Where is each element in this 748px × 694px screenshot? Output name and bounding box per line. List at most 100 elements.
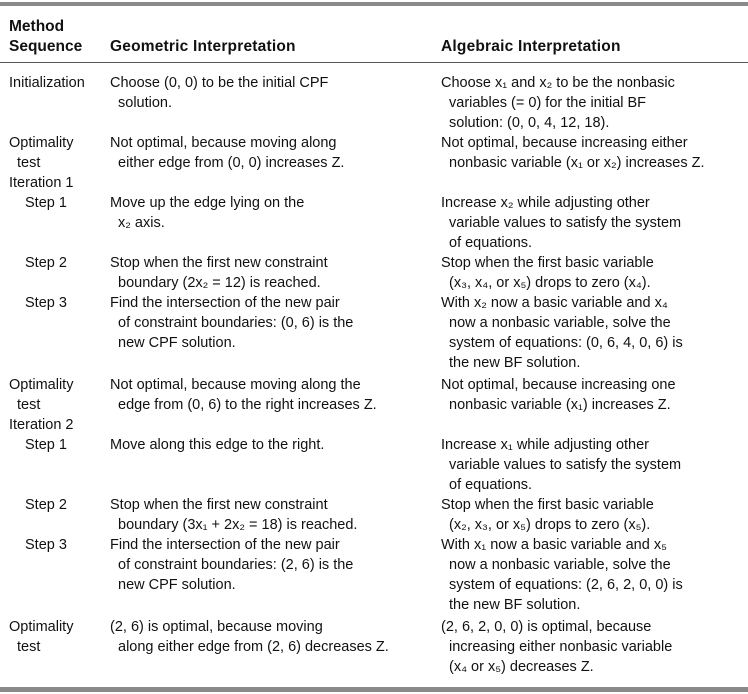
geometric-cell: Find the intersection of the new pair of …	[110, 535, 353, 595]
top-rule	[0, 2, 748, 6]
algebraic-text-line: (x₂, x₃, or x₅) drops to zero (x₅).	[449, 517, 651, 533]
algebraic-text-line: the new BF solution.	[449, 597, 581, 613]
algebraic-text-line: (2, 6, 2, 0, 0) is optimal, because	[441, 619, 652, 635]
geometric-cell: Move along this edge to the right.	[110, 435, 324, 455]
algebraic-cell: Increase x₂ while adjusting other variabl…	[441, 193, 681, 253]
method-cell: Iteration 2	[9, 415, 74, 435]
method-cell: Step 3	[9, 535, 67, 555]
geometric-text-line: boundary (3x₁ + 2x₂ = 18) is reached.	[118, 517, 358, 533]
method-text-line: Step 2	[25, 255, 67, 271]
algebraic-text-line: nonbasic variable (x₁ or x₂) increases Z…	[449, 155, 705, 171]
algebraic-text-line: the new BF solution.	[449, 355, 581, 371]
method-text-line: test	[17, 155, 41, 171]
geometric-text-line: Find the intersection of the new pair	[110, 537, 340, 553]
geometric-text-line: of constraint boundaries: (0, 6) is the	[118, 315, 354, 331]
geometric-header: Geometric Interpretation	[110, 38, 296, 55]
algebraic-cell: Increase x₁ while adjusting other variabl…	[441, 435, 681, 495]
algebraic-text-line: variable values to satisfy the system	[449, 457, 682, 473]
method-text-line: Iteration 1	[9, 175, 74, 191]
method-text-line: Initialization	[9, 75, 85, 91]
geometric-text-line: solution.	[118, 95, 173, 111]
algebraic-text-line: With x₂ now a basic variable and x₄	[441, 295, 668, 311]
method-cell: Optimality test	[9, 375, 73, 415]
algebraic-text-line: Increase x₂ while adjusting other	[441, 195, 650, 211]
method-text-line: Iteration 2	[9, 417, 74, 433]
algebraic-cell: Not optimal, because increasing one nonba…	[441, 375, 676, 415]
algebraic-text-line: increasing either nonbasic variable	[449, 639, 673, 655]
algebraic-text-line: of equations.	[449, 235, 533, 251]
algebraic-text-line: now a nonbasic variable, solve the	[449, 557, 671, 573]
algebraic-header: Algebraic Interpretation	[441, 38, 621, 55]
geometric-text-line: Choose (0, 0) to be the initial CPF	[110, 75, 329, 91]
method-text-line: test	[17, 639, 41, 655]
method-header-line2: Sequence	[9, 38, 83, 55]
method-text-line: test	[17, 397, 41, 413]
algebraic-cell: Stop when the first basic variable (x₃, x…	[441, 253, 654, 293]
geometric-text-line: (2, 6) is optimal, because moving	[110, 619, 323, 635]
method-cell: Step 1	[9, 193, 67, 213]
geometric-text-line: new CPF solution.	[118, 335, 236, 351]
method-cell: Iteration 1	[9, 173, 74, 193]
algebraic-cell: Not optimal, because increasing either no…	[441, 133, 705, 173]
method-header-line1: Method	[9, 18, 65, 35]
method-cell: Step 1	[9, 435, 67, 455]
geometric-cell: Find the intersection of the new pair of …	[110, 293, 353, 353]
algebraic-text-line: Not optimal, because increasing either	[441, 135, 688, 151]
method-cell: Optimality test	[9, 133, 73, 173]
geometric-cell: Stop when the first new constraint bounda…	[110, 495, 357, 535]
geometric-text-line: of constraint boundaries: (2, 6) is the	[118, 557, 354, 573]
bottom-rule	[0, 687, 748, 692]
algebraic-text-line: system of equations: (2, 6, 2, 0, 0) is	[449, 577, 683, 593]
method-cell: Optimality test	[9, 617, 73, 657]
geometric-text-line: Move along this edge to the right.	[110, 437, 325, 453]
geometric-cell: Move up the edge lying on the x₂ axis.	[110, 193, 304, 233]
geometric-text-line: boundary (2x₂ = 12) is reached.	[118, 275, 321, 291]
geometric-cell: Choose (0, 0) to be the initial CPF solut…	[110, 73, 328, 113]
method-text-line: Step 2	[25, 497, 67, 513]
geometric-text-line: Not optimal, because moving along	[110, 135, 337, 151]
algebraic-text-line: (x₄ or x₅) decreases Z.	[449, 659, 594, 675]
algebraic-text-line: variable values to satisfy the system	[449, 215, 682, 231]
geometric-cell: (2, 6) is optimal, because moving along e…	[110, 617, 389, 657]
algebraic-text-line: variables (= 0) for the initial BF	[449, 95, 647, 111]
method-text-line: Step 1	[25, 437, 67, 453]
algebraic-text-line: of equations.	[449, 477, 533, 493]
algebraic-text-line: now a nonbasic variable, solve the	[449, 315, 671, 331]
method-text-line: Step 3	[25, 537, 67, 553]
algebraic-cell: Stop when the first basic variable (x₂, x…	[441, 495, 654, 535]
geometric-text-line: edge from (0, 6) to the right increases …	[118, 397, 377, 413]
geometric-cell: Not optimal, because moving along either …	[110, 133, 344, 173]
geometric-text-line: along either edge from (2, 6) decreases …	[118, 639, 389, 655]
algebraic-text-line: Choose x₁ and x₂ to be the nonbasic	[441, 75, 675, 91]
method-sequence-header: Method Sequence	[9, 17, 82, 57]
method-cell: Step 2	[9, 495, 67, 515]
algebraic-text-line: Stop when the first basic variable	[441, 255, 654, 271]
algebraic-text-line: (x₃, x₄, or x₅) drops to zero (x₄).	[449, 275, 651, 291]
method-cell: Step 2	[9, 253, 67, 273]
method-text-line: Step 1	[25, 195, 67, 211]
geometric-text-line: Not optimal, because moving along the	[110, 377, 361, 393]
algebraic-cell: With x₂ now a basic variable and x₄ now a…	[441, 293, 683, 373]
algebraic-text-line: system of equations: (0, 6, 4, 0, 6) is	[449, 335, 683, 351]
algebraic-text-line: Not optimal, because increasing one	[441, 377, 676, 393]
geometric-text-line: x₂ axis.	[118, 215, 165, 231]
algebraic-text-line: nonbasic variable (x₁) increases Z.	[449, 397, 671, 413]
geometric-text-line: either edge from (0, 0) increases Z.	[118, 155, 345, 171]
method-cell: Initialization	[9, 73, 85, 93]
algebraic-cell: Choose x₁ and x₂ to be the nonbasic varia…	[441, 73, 675, 133]
geometric-text-line: Stop when the first new constraint	[110, 255, 328, 271]
geometric-cell: Not optimal, because moving along the edg…	[110, 375, 377, 415]
geometric-text-line: Move up the edge lying on the	[110, 195, 305, 211]
algebraic-text-line: Stop when the first basic variable	[441, 497, 654, 513]
method-text-line: Optimality	[9, 619, 74, 635]
method-cell: Step 3	[9, 293, 67, 313]
geometric-text-line: Find the intersection of the new pair	[110, 295, 340, 311]
algebraic-cell: (2, 6, 2, 0, 0) is optimal, because incre…	[441, 617, 672, 677]
algebraic-text-line: solution: (0, 0, 4, 12, 18).	[449, 115, 610, 131]
geometric-cell: Stop when the first new constraint bounda…	[110, 253, 328, 293]
algebraic-text-line: With x₁ now a basic variable and x₅	[441, 537, 667, 553]
method-text-line: Optimality	[9, 377, 74, 393]
geometric-text-line: Stop when the first new constraint	[110, 497, 328, 513]
header-rule	[0, 62, 748, 63]
method-text-line: Step 3	[25, 295, 67, 311]
